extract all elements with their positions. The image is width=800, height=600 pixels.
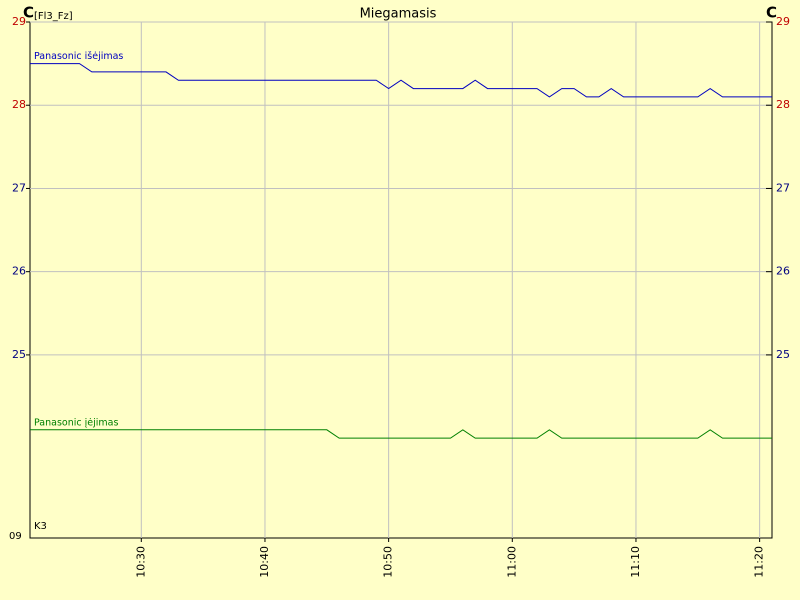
x-tick-label: 11:10 [629, 546, 642, 578]
y2-tick-label: 27 [776, 181, 790, 194]
x-tick-label: 10:30 [134, 546, 147, 578]
x-tick-label: 10:50 [382, 546, 395, 578]
y-axis-label: C [23, 4, 34, 22]
series-label: Panasonic išėjimas [34, 51, 123, 62]
y-tick-label: 27 [12, 181, 26, 194]
annotation: K3 [34, 521, 47, 532]
data-line [30, 429, 772, 439]
y-tick-label: 26 [12, 265, 26, 278]
annotation: 09 [9, 531, 22, 542]
y2-tick-label: 25 [776, 348, 790, 361]
chart-title: Miegamasis [360, 7, 437, 22]
y-axis-sublabel: [Fl3_Fz] [34, 11, 73, 22]
x-tick-label: 11:00 [505, 546, 518, 578]
series-label: Panasonic įėjimas [34, 417, 118, 428]
x-tick-label: 11:20 [753, 546, 766, 578]
y2-tick-label: 29 [776, 15, 790, 28]
y2-tick-label: 28 [776, 98, 790, 111]
y-tick-label: 28 [12, 98, 26, 111]
y2-axis-label: C [766, 4, 777, 22]
y-tick-label: 29 [12, 15, 26, 28]
y-tick-label: 25 [12, 348, 26, 361]
x-tick-label: 10:40 [258, 546, 271, 578]
y2-tick-label: 26 [776, 265, 790, 278]
data-line [30, 63, 772, 98]
